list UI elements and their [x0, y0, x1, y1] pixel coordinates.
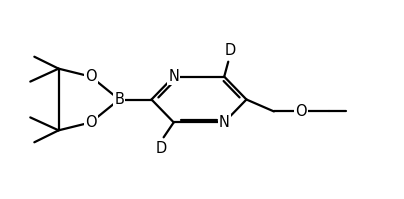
Text: B: B — [114, 92, 124, 107]
Text: O: O — [85, 69, 97, 84]
Text: D: D — [225, 43, 236, 58]
Text: O: O — [85, 115, 97, 130]
Text: N: N — [219, 115, 229, 130]
Text: N: N — [168, 69, 179, 84]
Text: D: D — [156, 141, 167, 156]
Text: O: O — [296, 104, 307, 119]
